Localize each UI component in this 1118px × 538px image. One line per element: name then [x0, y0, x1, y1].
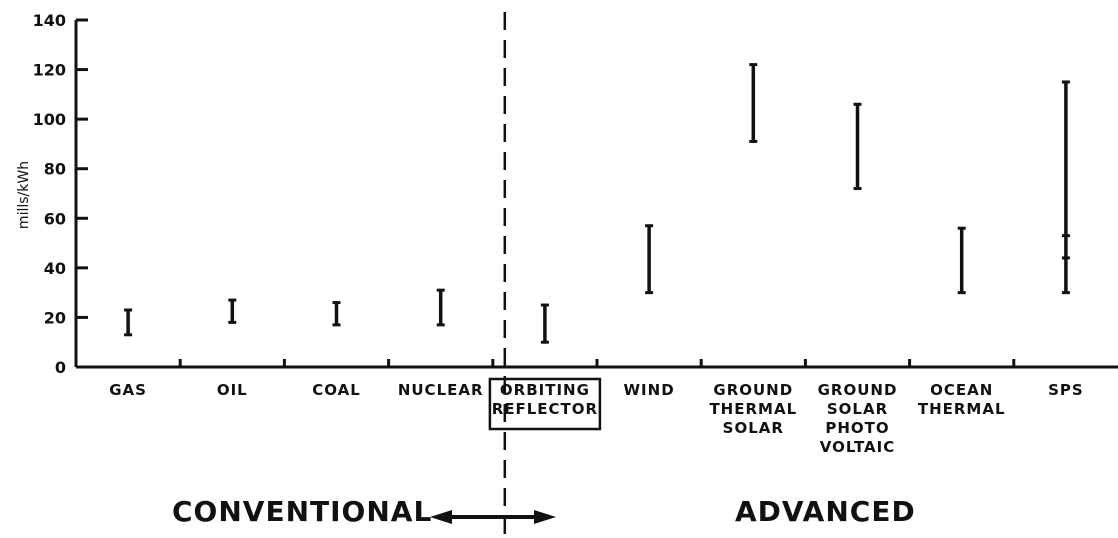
range-bar: [749, 63, 758, 143]
y-tick-label: 40: [44, 259, 66, 278]
y-axis-label: mills/kWh: [16, 161, 32, 229]
range-bar: [228, 298, 237, 324]
x-tick-label: COAL: [312, 381, 361, 399]
range-bar: [332, 301, 341, 327]
y-tick-label: 20: [44, 308, 66, 327]
highlight-box: [488, 377, 602, 431]
range-bar: [436, 288, 445, 327]
range-bar: [957, 226, 966, 295]
arrow-head-right: [534, 510, 556, 524]
y-tick-label: 140: [33, 11, 66, 30]
range-bars: [124, 63, 1070, 344]
x-tick-label: ORBITING REFLECTOR: [492, 381, 598, 418]
range-bar: [1061, 80, 1070, 295]
range-bar: [645, 224, 654, 295]
range-bar: [853, 102, 862, 191]
y-tick-label: 100: [33, 110, 66, 129]
range-bar: [124, 308, 133, 337]
x-ticks: [178, 359, 1016, 367]
category-labels: GAS OIL COAL NUCLEAR ORBITING REFLECTOR WIND GR…: [109, 377, 1084, 456]
x-tick-label: GAS: [109, 381, 147, 399]
conventional-label: CONVENTIONAL: [172, 495, 432, 528]
y-tick-label: 120: [33, 61, 66, 80]
y-ticks: 0 20 40 60 80 100 120 140: [33, 11, 88, 377]
x-tick-label: NUCLEAR: [398, 381, 484, 399]
y-tick-label: 80: [44, 160, 66, 179]
x-tick-label: OIL: [217, 381, 248, 399]
range-bar: [540, 303, 549, 344]
x-tick-label: GROUND THERMAL SOLAR: [709, 381, 797, 437]
x-tick-label: OCEAN THERMAL: [918, 381, 1006, 418]
arrow-head-left: [430, 510, 452, 524]
y-tick-label: 60: [44, 209, 66, 228]
x-tick-label: SPS: [1048, 381, 1084, 399]
advanced-label: ADVANCED: [735, 495, 916, 528]
x-tick-label: WIND: [624, 381, 675, 399]
y-tick-label: 0: [55, 358, 66, 377]
x-tick-label: GROUND SOLAR PHOTO VOLTAIC: [818, 381, 898, 456]
double-arrow-icon: [430, 510, 556, 524]
